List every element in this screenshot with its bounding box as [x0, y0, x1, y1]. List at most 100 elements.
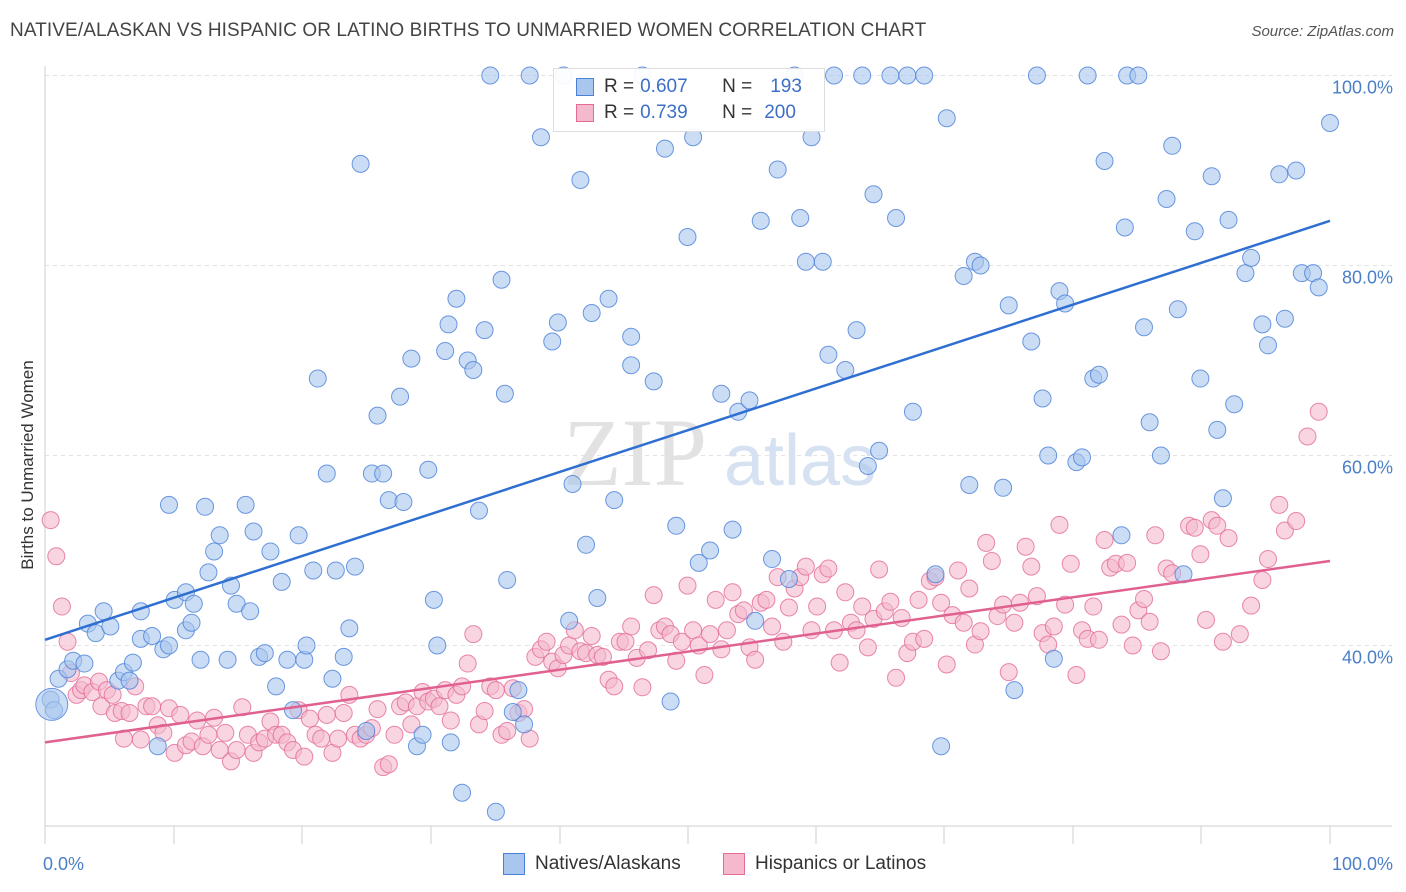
- hispanic-point-169: [982, 551, 1001, 570]
- y-tick-label-100: 100.0%: [1332, 78, 1393, 98]
- hispanic-point-160: [932, 593, 951, 612]
- legend-r-label: R =: [604, 76, 635, 97]
- hispanic-point-140: [819, 559, 838, 578]
- source-label: Source: ZipAtlas.com: [1251, 23, 1394, 40]
- native-point-110: [712, 384, 731, 403]
- native-point-59: [374, 464, 393, 483]
- native-point-118: [779, 570, 798, 588]
- legend-row-hispanics: R = 0.739 N = 200: [576, 100, 796, 126]
- native-point-148: [1027, 66, 1046, 85]
- hispanic-point-114: [672, 632, 691, 651]
- hispanic-point-184: [1067, 665, 1086, 684]
- hispanic-point-121: [712, 640, 731, 659]
- hispanic-point-16: [120, 703, 139, 722]
- native-point-69: [436, 342, 455, 360]
- native-point-99: [622, 327, 641, 346]
- native-point-41: [272, 572, 291, 591]
- native-point-115: [751, 211, 770, 230]
- native-point-172: [1191, 369, 1210, 388]
- watermark: ZIP atlas: [563, 399, 876, 506]
- native-point-54: [345, 557, 364, 576]
- trend-lines: [44, 219, 1331, 744]
- native-point-47: [304, 561, 323, 580]
- hispanic-point-212: [1253, 570, 1272, 589]
- native-point-125: [825, 66, 844, 85]
- native-point-97: [599, 289, 618, 308]
- hispanic-point-118: [695, 665, 714, 684]
- native-point-106: [678, 228, 697, 246]
- native-point-178: [1236, 264, 1255, 283]
- hispanic-point-210: [1230, 625, 1249, 644]
- hispanic-point-193: [1118, 553, 1137, 572]
- hispanic-point-35: [227, 741, 246, 759]
- native-point-137: [926, 565, 945, 584]
- native-point-24: [182, 613, 201, 632]
- hispanic-point-51: [317, 705, 336, 724]
- hispanic-point-119: [701, 625, 720, 644]
- hispanic-point-105: [622, 617, 641, 636]
- native-point-133: [887, 209, 906, 227]
- hispanic-point-2: [52, 597, 71, 616]
- native-point-117: [768, 160, 787, 179]
- native-point-146: [1005, 681, 1024, 700]
- native-point-81: [495, 384, 514, 403]
- hispanic-point-183: [1061, 554, 1080, 573]
- native-point-82: [498, 570, 517, 589]
- native-point-58: [368, 406, 387, 425]
- native-point-40: [267, 677, 286, 696]
- axes: [44, 66, 1392, 844]
- hispanic-point-115: [678, 576, 697, 595]
- hispanic-point-62: [379, 755, 398, 774]
- hispanic-point-143: [836, 583, 855, 602]
- series-natives-points: [35, 66, 1339, 821]
- native-point-145: [999, 296, 1018, 315]
- native-point-66: [419, 460, 438, 479]
- native-point-114: [746, 611, 765, 630]
- native-point-174: [1208, 420, 1227, 439]
- legend-n-label: N =: [722, 102, 753, 123]
- native-point-181: [1259, 336, 1278, 355]
- native-point-167: [1157, 190, 1176, 208]
- native-point-cluster: [35, 687, 69, 721]
- native-point-39: [261, 542, 280, 561]
- legend-swatch-hispanics: [576, 104, 594, 122]
- tick-labels: 40.0% 60.0% 80.0% 100.0% 0.0% 100.0%: [43, 78, 1393, 875]
- hispanic-point-83: [498, 722, 517, 740]
- native-point-156: [1078, 66, 1097, 85]
- native-point-25: [184, 594, 203, 613]
- native-point-17: [148, 737, 167, 756]
- hispanic-point-129: [757, 590, 776, 609]
- native-point-135: [903, 402, 922, 421]
- hispanic-point-3: [58, 632, 77, 651]
- native-point-89: [548, 313, 567, 332]
- hispanic-point-168: [977, 533, 996, 552]
- hispanic-point-71: [430, 697, 449, 716]
- native-point-55: [351, 154, 370, 173]
- native-point-183: [1275, 309, 1294, 328]
- native-point-34: [236, 495, 255, 514]
- native-point-68: [428, 636, 447, 655]
- native-point-164: [1135, 318, 1154, 337]
- bottom-legend-hispanics: Hispanics or Latinos: [723, 852, 926, 876]
- native-point-108: [689, 553, 708, 572]
- hispanic-point-214: [1270, 495, 1289, 514]
- native-point-134: [898, 66, 917, 85]
- native-point-83: [503, 703, 522, 721]
- hispanic-point-163: [949, 561, 968, 580]
- native-point-166: [1151, 446, 1170, 465]
- hispanic-point-188: [1089, 630, 1108, 649]
- hispanic-point-60: [368, 700, 387, 719]
- hispanic-point-73: [441, 711, 460, 730]
- hispanic-point-76: [458, 654, 477, 673]
- native-point-150: [1039, 446, 1058, 465]
- hispanic-point-207: [1208, 516, 1227, 535]
- native-point-187: [1309, 278, 1328, 297]
- legend-swatch-natives: [576, 78, 594, 96]
- hispanic-point-175: [1016, 537, 1035, 556]
- x-tick-label-0: 0.0%: [43, 854, 84, 874]
- native-point-151: [1044, 649, 1063, 668]
- y-tick-label-60: 60.0%: [1342, 458, 1393, 478]
- native-point-26: [191, 650, 210, 669]
- hispanic-point-205: [1197, 610, 1216, 629]
- hispanic-point-187: [1084, 597, 1103, 616]
